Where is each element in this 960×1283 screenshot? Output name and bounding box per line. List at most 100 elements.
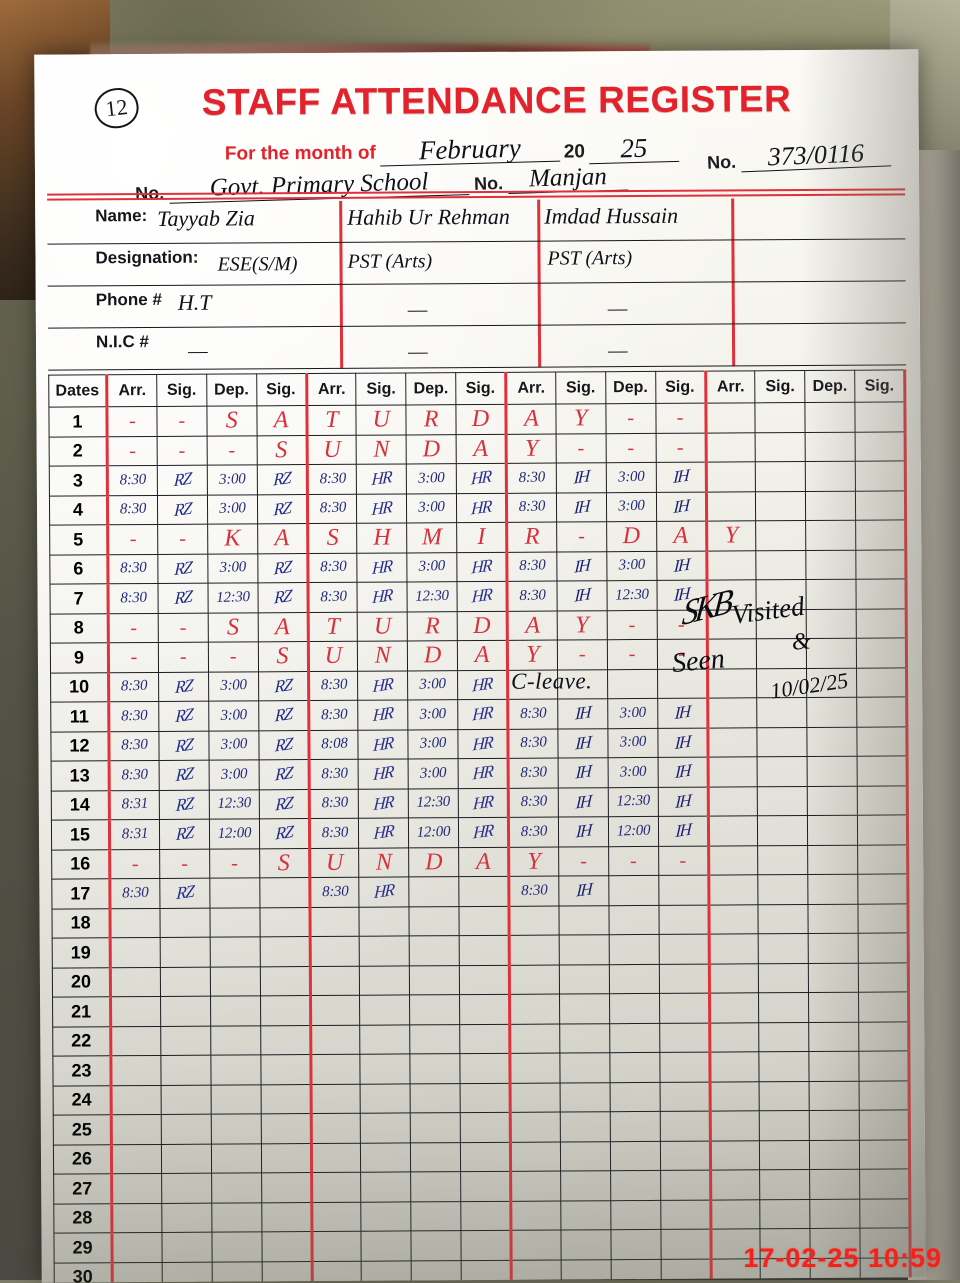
- cell-d27-c5[interactable]: [311, 1172, 362, 1203]
- cell-d28-c14[interactable]: [760, 1198, 811, 1229]
- cell-d13-c16[interactable]: [857, 755, 908, 786]
- cell-d24-c13[interactable]: [709, 1081, 760, 1112]
- cell-d24-c9[interactable]: [510, 1082, 561, 1113]
- cell-d19-c3[interactable]: [209, 936, 260, 967]
- cell-d17-c3[interactable]: [209, 877, 260, 908]
- cell-d22-c4[interactable]: [260, 1025, 311, 1055]
- cell-d2-c2[interactable]: -: [156, 435, 208, 466]
- cell-d9-c7[interactable]: D: [407, 640, 458, 671]
- cell-d25-c2[interactable]: [161, 1114, 212, 1144]
- cell-d15-c13[interactable]: [707, 815, 758, 846]
- cell-d6-c10[interactable]: IH: [556, 551, 607, 582]
- cell-d12-c13[interactable]: [707, 727, 758, 758]
- cell-d5-c6[interactable]: H: [357, 522, 408, 553]
- cell-d6-c1[interactable]: 8:30: [107, 553, 158, 584]
- cell-d15-c14[interactable]: [757, 815, 808, 846]
- cell-d1-c5[interactable]: T: [306, 405, 357, 436]
- cell-d19-c13[interactable]: [708, 933, 759, 964]
- cell-d19-c7[interactable]: [409, 935, 460, 966]
- cell-d4-c8[interactable]: HR: [456, 492, 507, 523]
- cell-d9-c9[interactable]: Y: [507, 640, 558, 670]
- cell-d13-c15[interactable]: [807, 756, 858, 787]
- cell-d27-c2[interactable]: [161, 1173, 212, 1203]
- cell-d27-c11[interactable]: [610, 1170, 661, 1201]
- cell-d25-c3[interactable]: [210, 1113, 262, 1144]
- cell-d24-c7[interactable]: [410, 1083, 461, 1113]
- cell-d14-c16[interactable]: [857, 785, 908, 816]
- cell-d16-c11[interactable]: -: [608, 845, 659, 876]
- cell-d2-c12[interactable]: -: [655, 432, 706, 463]
- cell-d19-c1[interactable]: [110, 937, 161, 968]
- cell-d4-c16[interactable]: [855, 490, 906, 521]
- cell-d21-c3[interactable]: [210, 995, 261, 1026]
- cell-d21-c10[interactable]: [559, 993, 610, 1024]
- designation-value-1[interactable]: ESE(S/M): [217, 253, 298, 276]
- cell-d10-c1[interactable]: 8:30: [108, 671, 159, 702]
- cell-d10-c5[interactable]: 8:30: [308, 670, 359, 701]
- cell-d29-c12[interactable]: [660, 1229, 711, 1259]
- cell-d7-c1[interactable]: 8:30: [107, 583, 159, 614]
- cell-d7-c7[interactable]: 12:30: [407, 581, 458, 612]
- cell-d20-c5[interactable]: [309, 965, 360, 996]
- cell-d29-c8[interactable]: [461, 1230, 512, 1261]
- cell-d7-c10[interactable]: IH: [556, 580, 607, 611]
- cell-d8-c2[interactable]: -: [158, 612, 209, 643]
- cell-d18-c1[interactable]: [109, 907, 161, 938]
- cell-d10-c2[interactable]: RZ: [158, 671, 209, 702]
- cell-d27-c10[interactable]: [560, 1170, 611, 1201]
- cell-d23-c16[interactable]: [858, 1050, 910, 1081]
- cell-d20-c2[interactable]: [160, 966, 211, 997]
- cell-d10-c11[interactable]: [607, 668, 658, 699]
- cell-d25-c12[interactable]: [659, 1111, 710, 1141]
- cell-d20-c9[interactable]: [509, 964, 560, 995]
- cell-d20-c15[interactable]: [808, 962, 859, 993]
- cell-d21-c8[interactable]: [459, 994, 510, 1025]
- cell-d22-c10[interactable]: [559, 1023, 610, 1054]
- nic-value-3[interactable]: —: [607, 337, 628, 363]
- cell-d19-c5[interactable]: [309, 936, 360, 967]
- cell-d6-c5[interactable]: 8:30: [307, 552, 358, 583]
- cell-d3-c16[interactable]: [855, 460, 906, 491]
- cell-d10-c15[interactable]: [806, 667, 857, 698]
- cell-d2-c4[interactable]: S: [256, 435, 307, 465]
- cell-d20-c7[interactable]: [409, 965, 460, 995]
- cell-d7-c13[interactable]: [706, 579, 757, 610]
- cell-d22-c12[interactable]: [659, 1022, 710, 1053]
- cell-d3-c12[interactable]: IH: [655, 462, 706, 492]
- cell-d10-c6[interactable]: HR: [357, 670, 408, 701]
- cell-d8-c11[interactable]: -: [606, 609, 657, 640]
- cell-d1-c12[interactable]: -: [655, 403, 706, 433]
- cell-d17-c13[interactable]: [708, 874, 759, 905]
- cell-d7-c3[interactable]: 12:30: [207, 582, 258, 613]
- cell-d17-c2[interactable]: RZ: [159, 878, 210, 908]
- cell-d2-c9[interactable]: Y: [506, 433, 557, 464]
- year-value[interactable]: 25: [588, 133, 680, 165]
- cell-d16-c8[interactable]: A: [458, 846, 509, 877]
- phone-value-1[interactable]: H.T: [177, 289, 212, 315]
- cell-d14-c14[interactable]: [757, 786, 808, 816]
- cell-d8-c14[interactable]: [756, 609, 807, 639]
- cell-d1-c15[interactable]: [805, 402, 856, 433]
- cell-d13-c7[interactable]: 3:00: [408, 758, 459, 789]
- phone-value-3[interactable]: —: [607, 295, 628, 321]
- cell-d13-c10[interactable]: IH: [557, 757, 608, 788]
- cell-d3-c9[interactable]: 8:30: [506, 463, 557, 493]
- cell-d18-c3[interactable]: [209, 907, 260, 938]
- cell-d22-c6[interactable]: [360, 1024, 411, 1055]
- cell-d1-c2[interactable]: -: [156, 406, 207, 436]
- cell-d25-c5[interactable]: [310, 1113, 361, 1144]
- cell-d7-c15[interactable]: [806, 579, 857, 610]
- cell-d22-c13[interactable]: [709, 1022, 760, 1053]
- cell-d14-c2[interactable]: RZ: [159, 789, 210, 820]
- cell-d28-c2[interactable]: [161, 1202, 212, 1233]
- cell-d14-c5[interactable]: 8:30: [308, 788, 359, 819]
- cell-d18-c9[interactable]: [508, 905, 560, 936]
- cell-d25-c8[interactable]: [460, 1112, 511, 1143]
- cell-d5-c5[interactable]: S: [307, 523, 358, 554]
- cell-d10-c9[interactable]: C-leave.: [507, 668, 592, 700]
- cell-d1-c9[interactable]: A: [505, 404, 556, 434]
- cell-d28-c8[interactable]: [460, 1200, 511, 1231]
- cell-d24-c1[interactable]: [111, 1084, 162, 1115]
- cell-d3-c1[interactable]: 8:30: [107, 465, 158, 496]
- cell-d22-c11[interactable]: [609, 1022, 660, 1053]
